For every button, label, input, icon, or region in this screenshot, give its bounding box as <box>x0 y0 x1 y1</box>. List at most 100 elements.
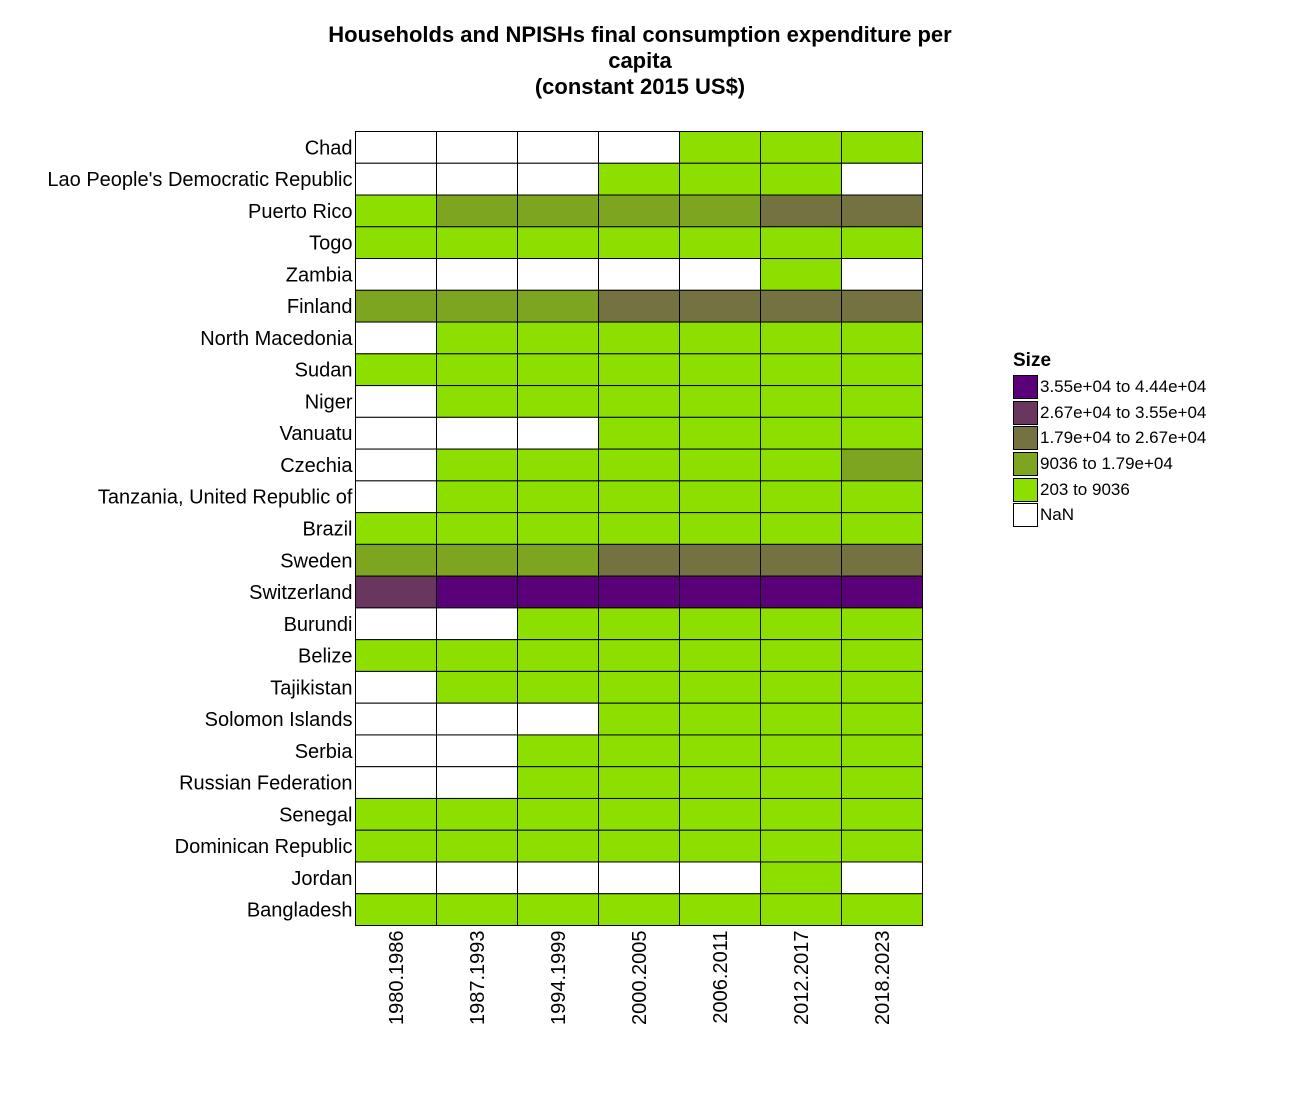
chart-title: Households and NPISHs final consumption … <box>220 22 1060 100</box>
legend-item: 203 to 9036 <box>1013 477 1206 503</box>
legend: Size 3.55e+04 to 4.44e+04 2.67e+04 to 3.5… <box>1013 350 1206 528</box>
heatmap-cell <box>355 829 437 863</box>
heatmap-cell <box>517 702 599 736</box>
heatmap-cell <box>598 639 680 672</box>
heatmap-cell <box>841 861 923 895</box>
legend-label: 203 to 9036 <box>1040 479 1130 499</box>
heatmap-cell <box>436 416 518 450</box>
heatmap-cell <box>355 575 437 609</box>
y-tick-label-belize: Belize <box>298 646 352 668</box>
heatmap-cell <box>841 226 923 260</box>
heatmap-cell <box>760 702 842 736</box>
heatmap-cell <box>598 258 680 291</box>
heatmap-cell <box>355 194 437 228</box>
heatmap-cell <box>679 194 761 228</box>
heatmap-cell <box>760 289 842 323</box>
x-axis-tick-labels: 1980.1986 1987.1993 1994.1999 2000.2005 2006… <box>386 931 894 1026</box>
heatmap-cell <box>598 766 680 799</box>
y-tick-label-dominican-republic: Dominican Republic <box>175 836 353 858</box>
heatmap-cell <box>760 162 842 196</box>
heatmap-cell <box>760 543 842 577</box>
y-tick-label-jordan: Jordan <box>291 868 352 890</box>
heatmap-cell <box>436 131 518 164</box>
heatmap-cell <box>517 131 599 164</box>
heatmap-cell <box>436 829 518 863</box>
heatmap-cell <box>679 162 761 196</box>
heatmap-cell <box>760 734 842 768</box>
heatmap-cell <box>517 258 599 291</box>
heatmap-cell <box>355 385 437 418</box>
heatmap-cell <box>598 131 680 164</box>
heatmap-cell <box>841 194 923 228</box>
heatmap-cell <box>517 829 599 863</box>
heatmap-cell <box>841 734 923 768</box>
heatmap-cell <box>598 512 680 545</box>
heatmap-cell <box>679 766 761 799</box>
heatmap-cell <box>760 416 842 450</box>
heatmap-cell <box>679 480 761 514</box>
heatmap-cell <box>517 448 599 482</box>
heatmap-cell <box>436 353 518 387</box>
heatmap-cell <box>355 607 437 641</box>
heatmap-cell <box>598 162 680 196</box>
heatmap-cell <box>598 289 680 323</box>
heatmap-cell <box>841 131 923 164</box>
heatmap-cell <box>841 893 923 926</box>
heatmap-cell <box>679 829 761 863</box>
heatmap-cell <box>679 797 761 831</box>
heatmap-cell <box>679 353 761 387</box>
heatmap-cell <box>517 162 599 196</box>
heatmap-cell <box>517 861 599 895</box>
heatmap-cell <box>679 258 761 291</box>
x-tick-label-2006-2011: 2006.2011 <box>710 931 732 1024</box>
x-tick-label-2018-2023: 2018.2023 <box>872 931 894 1026</box>
heatmap-cell <box>841 448 923 482</box>
heatmap-cell <box>436 385 518 418</box>
heatmap-cell <box>517 670 599 704</box>
y-tick-label-switzerland: Switzerland <box>249 582 352 604</box>
heatmap-cell <box>436 670 518 704</box>
heatmap-cell <box>679 512 761 545</box>
y-tick-label-czechia: Czechia <box>280 455 353 477</box>
heatmap-cell <box>517 226 599 260</box>
heatmap-cell <box>517 893 599 926</box>
y-tick-label-brazil: Brazil <box>302 519 352 541</box>
heatmap-cell <box>517 289 599 323</box>
legend-swatch <box>1013 426 1038 451</box>
heatmap-cell <box>679 131 761 164</box>
heatmap-cell <box>355 702 437 736</box>
heatmap-cell <box>517 512 599 545</box>
heatmap-cell <box>598 893 680 926</box>
heatmap-cell <box>760 258 842 291</box>
heatmap-cell <box>760 448 842 482</box>
heatmap-cell <box>598 543 680 577</box>
y-tick-label-zambia: Zambia <box>286 264 354 286</box>
x-tick-label-2000-2005: 2000.2005 <box>629 931 651 1026</box>
legend-swatch <box>1013 451 1038 476</box>
x-tick-label-1980-1986: 1980.1986 <box>386 931 408 1026</box>
y-tick-label-serbia: Serbia <box>295 741 354 763</box>
y-tick-label-bangladesh: Bangladesh <box>247 900 353 922</box>
heatmap-cell <box>436 861 518 895</box>
heatmap-cell <box>760 893 842 926</box>
heatmap-cell <box>355 670 437 704</box>
heatmap-cell <box>841 797 923 831</box>
heatmap-cell <box>436 543 518 577</box>
heatmap-cell <box>679 734 761 768</box>
heatmap-cell <box>517 353 599 387</box>
heatmap-cell <box>436 289 518 323</box>
heatmap-cell <box>598 702 680 736</box>
heatmap-cell <box>841 607 923 641</box>
heatmap-cell <box>679 448 761 482</box>
heatmap-cell <box>598 861 680 895</box>
chart-title-line-3: (constant 2015 US$) <box>534 74 746 99</box>
heatmap-cell <box>355 861 437 895</box>
legend-swatch <box>1013 400 1038 425</box>
heatmap-cell <box>760 639 842 672</box>
y-tick-label-lao-people-s-democratic-republic: Lao People's Democratic Republic <box>47 169 352 191</box>
heatmap-cell <box>355 639 437 672</box>
heatmap-cell <box>355 226 437 260</box>
legend-item: 9036 to 1.79e+04 <box>1013 451 1206 477</box>
heatmap-cell <box>841 766 923 799</box>
heatmap-cell <box>436 480 518 514</box>
